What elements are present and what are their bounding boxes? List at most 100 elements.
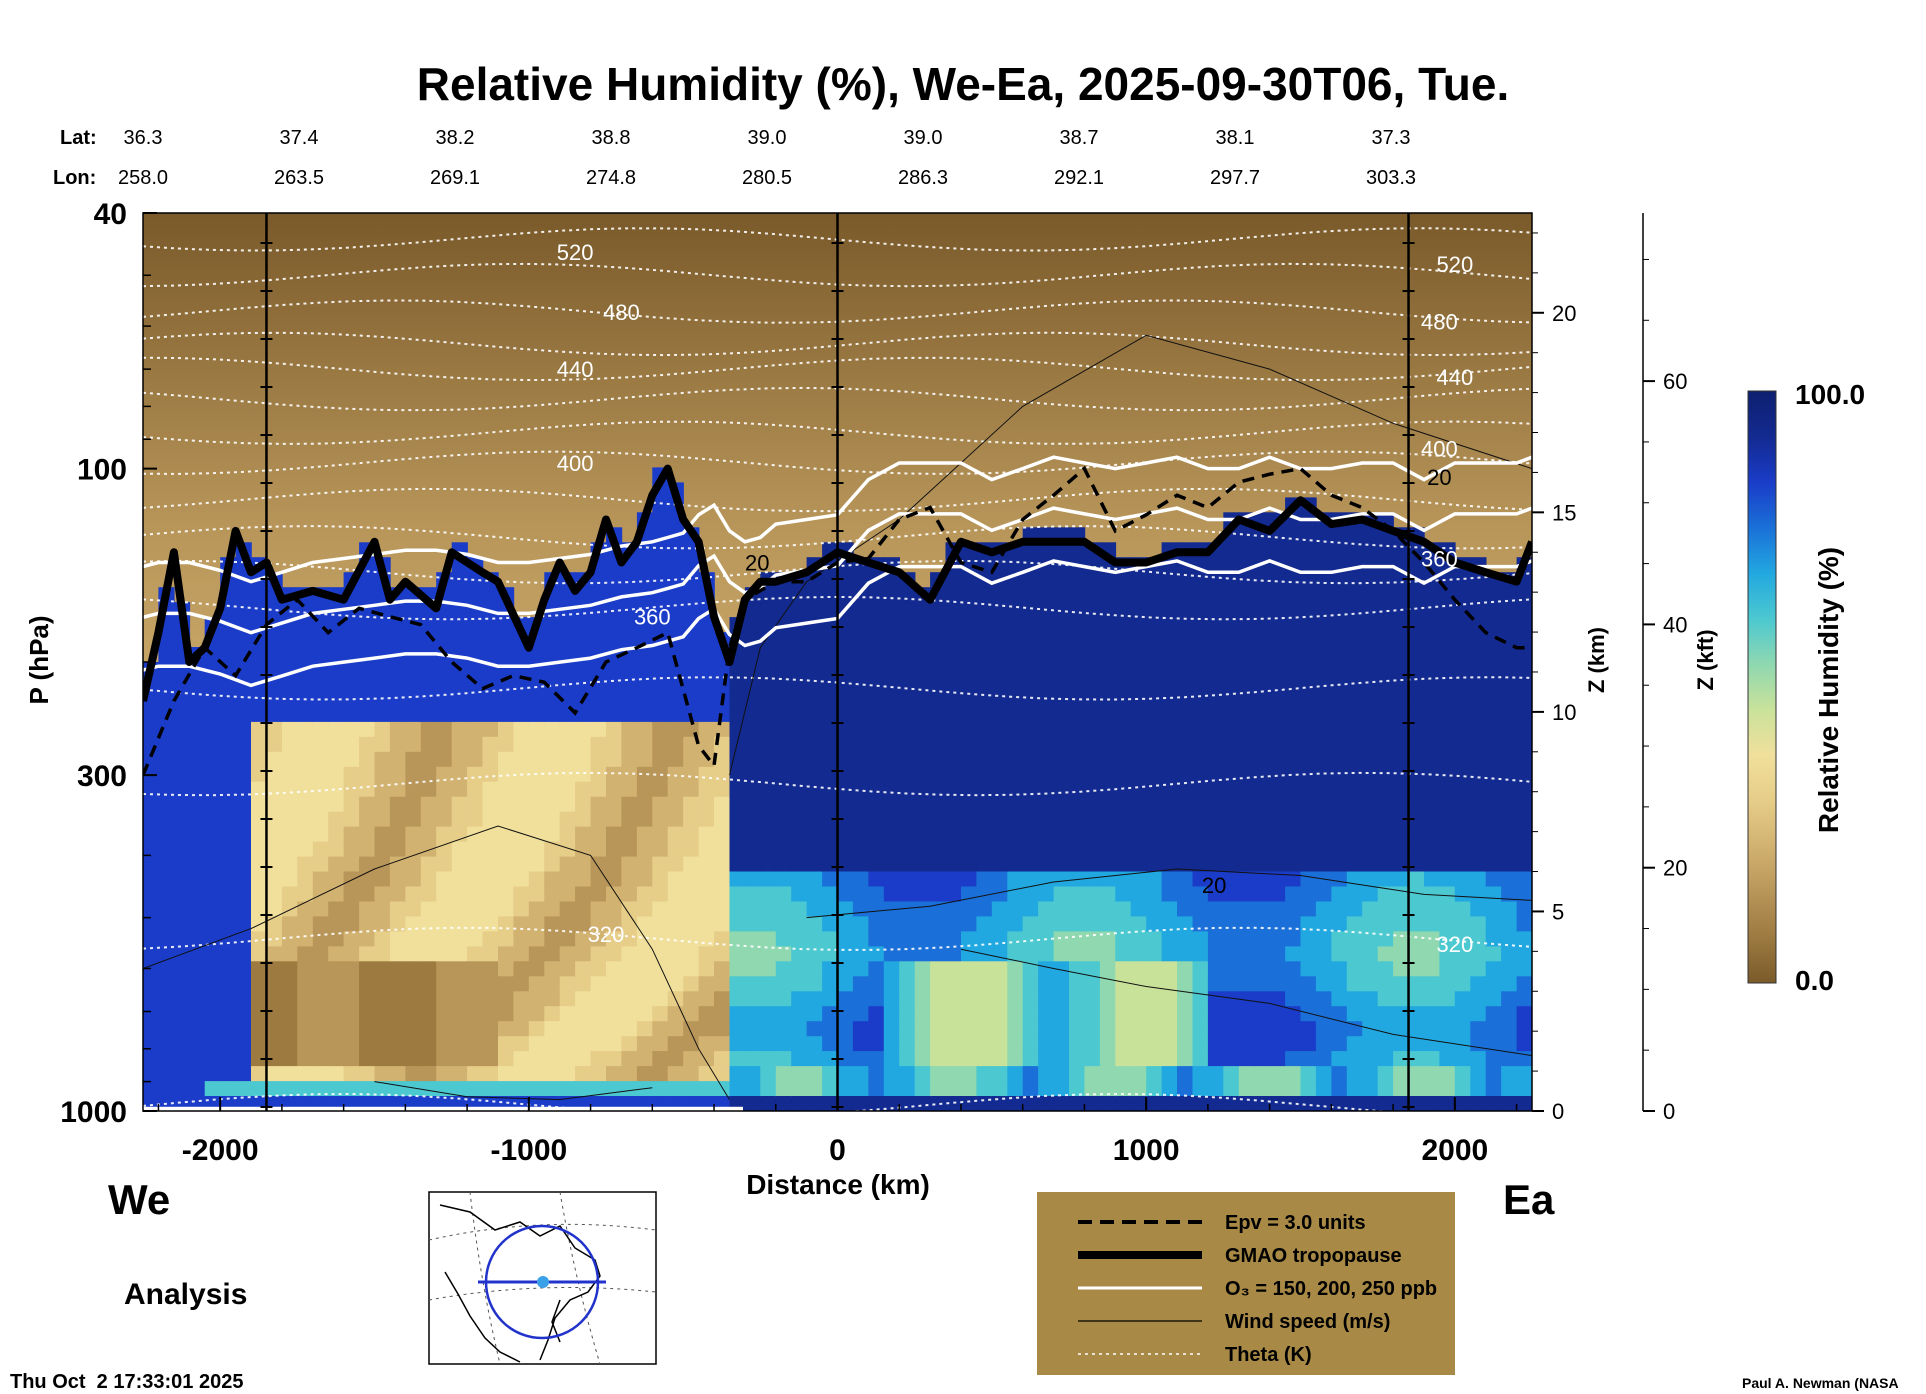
lon-value: 258.0 (118, 167, 168, 189)
z-kft-tick-label: 0 (1663, 1099, 1675, 1124)
wind-label: 20 (745, 550, 769, 575)
colorbar-min-label: 0.0 (1795, 965, 1834, 996)
lat-row: Lat: (60, 127, 97, 149)
wind-contours (143, 334, 1532, 1101)
lat-label: Lat: (60, 127, 97, 149)
west-label: We (108, 1176, 170, 1223)
theta-label: 400 (557, 451, 594, 476)
x-axis-label: Distance (km) (746, 1169, 930, 1200)
theta-contour (143, 1092, 1394, 1111)
theta-label: 360 (1421, 546, 1458, 571)
theta-label: 440 (557, 357, 594, 382)
lon-value: 303.3 (1366, 167, 1416, 189)
z-km-tick-label: 20 (1552, 301, 1576, 326)
ozone-contour (143, 559, 1532, 688)
wind-label: 20 (1427, 465, 1451, 490)
theta-label: 320 (588, 922, 625, 947)
p-tick-label: 300 (77, 760, 127, 793)
chart-title: Relative Humidity (%), We-Ea, 2025-09-30… (417, 58, 1509, 110)
theta-label: 480 (603, 300, 640, 325)
z-km-tick-label: 0 (1552, 1099, 1564, 1124)
p-axis-label: P (hPa) (24, 615, 54, 704)
legend-label: O₃ = 150, 200, 250 ppb (1225, 1278, 1437, 1300)
legend-label: Wind speed (m/s) (1225, 1311, 1390, 1333)
z-kft-axis-label: Z (kft) (1693, 629, 1718, 690)
wind-contour (143, 825, 730, 1100)
analysis-label: Analysis (124, 1278, 247, 1311)
wind-label: 20 (1202, 873, 1226, 898)
z-kft-tick-label: 40 (1663, 612, 1687, 637)
z-kft-tick-label: 60 (1663, 369, 1687, 394)
theta-contour (143, 926, 1532, 951)
wind-contour (806, 868, 1532, 919)
below-ground-mask (143, 1106, 743, 1111)
theta-label: 440 (1436, 365, 1473, 390)
z-km-axis-label: Z (km) (1584, 627, 1609, 693)
p-tick-label: 40 (94, 198, 127, 231)
legend: Epv = 3.0 units GMAO tropopause O₃ = 150, … (1037, 1192, 1455, 1375)
wind-contour (729, 334, 1532, 776)
theta-contour (143, 595, 1532, 621)
z-km-tick-label: 5 (1552, 899, 1564, 924)
p-tick-label: 1000 (60, 1096, 127, 1129)
lon-row: Lon: (53, 167, 96, 189)
lon-value: 292.1 (1054, 167, 1104, 189)
x-tick-label: -1000 (490, 1134, 567, 1167)
lat-value: 38.1 (1216, 127, 1255, 149)
lat-value: 37.4 (280, 127, 319, 149)
z-km-tick-label: 15 (1552, 500, 1576, 525)
lon-value: 286.3 (898, 167, 948, 189)
x-tick-label: -2000 (182, 1134, 259, 1167)
theta-contour (143, 487, 1532, 513)
colorbar: 100.0 0.0 Relative Humidity (%) (1747, 379, 1865, 996)
theta-label: 400 (1421, 436, 1458, 461)
credit: Paul A. Newman (NASA (1742, 1375, 1899, 1391)
colorbar-ramp (1747, 390, 1777, 984)
epv-contour (143, 465, 1532, 776)
lat-value: 36.3 (124, 127, 163, 149)
lat-value: 38.2 (436, 127, 475, 149)
colorbar-max-label: 100.0 (1795, 379, 1865, 410)
axes: 40 100 300 1000 -2000 -1000 0 1000 2000 0 5 10 15 20 0… (60, 198, 1687, 1167)
theta-label: 320 (1436, 932, 1473, 957)
plot-area: 520 480 440 400 360 320 520 480 440 400 360 320 20 20… (143, 213, 1532, 1111)
x-tick-label: 1000 (1113, 1134, 1180, 1167)
legend-label: GMAO tropopause (1225, 1245, 1402, 1267)
legend-label: Theta (K) (1225, 1344, 1312, 1366)
epv-contour (143, 465, 1532, 776)
lon-value: 269.1 (430, 167, 480, 189)
contour-labels: 520 480 440 400 360 320 520 480 440 400 360 320 20 20… (557, 240, 1473, 957)
tropopause-path (143, 464, 1532, 702)
latlon-values: 36.3 37.4 38.2 38.8 39.0 39.0 38.7 38.1 37.3 258.… (118, 127, 1416, 189)
z-km-tick-label: 10 (1552, 700, 1576, 725)
tropopause-line (143, 464, 1532, 702)
theta-contour (143, 356, 1532, 382)
theta-label: 520 (557, 240, 594, 265)
lon-value: 274.8 (586, 167, 636, 189)
reference-verticals (260, 213, 1415, 1111)
east-label: Ea (1503, 1176, 1555, 1223)
lat-value: 38.7 (1060, 127, 1099, 149)
colorbar-title: Relative Humidity (%) (1813, 547, 1844, 833)
wind-contour (374, 1081, 653, 1101)
lon-value: 280.5 (742, 167, 792, 189)
p-tick-label: 100 (77, 454, 127, 487)
x-tick-label: 2000 (1421, 1134, 1488, 1167)
lat-value: 39.0 (904, 127, 943, 149)
wind-contour (960, 948, 1532, 1057)
timestamp: Thu Oct 2 17:33:01 2025 (10, 1371, 243, 1393)
theta-label: 520 (1436, 252, 1473, 277)
lon-value: 297.7 (1210, 167, 1260, 189)
map-center-marker (537, 1276, 549, 1288)
theta-label: 480 (1421, 309, 1458, 334)
lat-value: 38.8 (592, 127, 631, 149)
lat-value: 37.3 (1372, 127, 1411, 149)
theta-contour (143, 262, 1532, 288)
lon-value: 263.5 (274, 167, 324, 189)
legend-label: Epv = 3.0 units (1225, 1212, 1366, 1234)
inset-map (428, 1191, 657, 1365)
z-kft-tick-label: 20 (1663, 856, 1687, 881)
lat-value: 39.0 (748, 127, 787, 149)
humidity-field (143, 467, 1532, 1111)
